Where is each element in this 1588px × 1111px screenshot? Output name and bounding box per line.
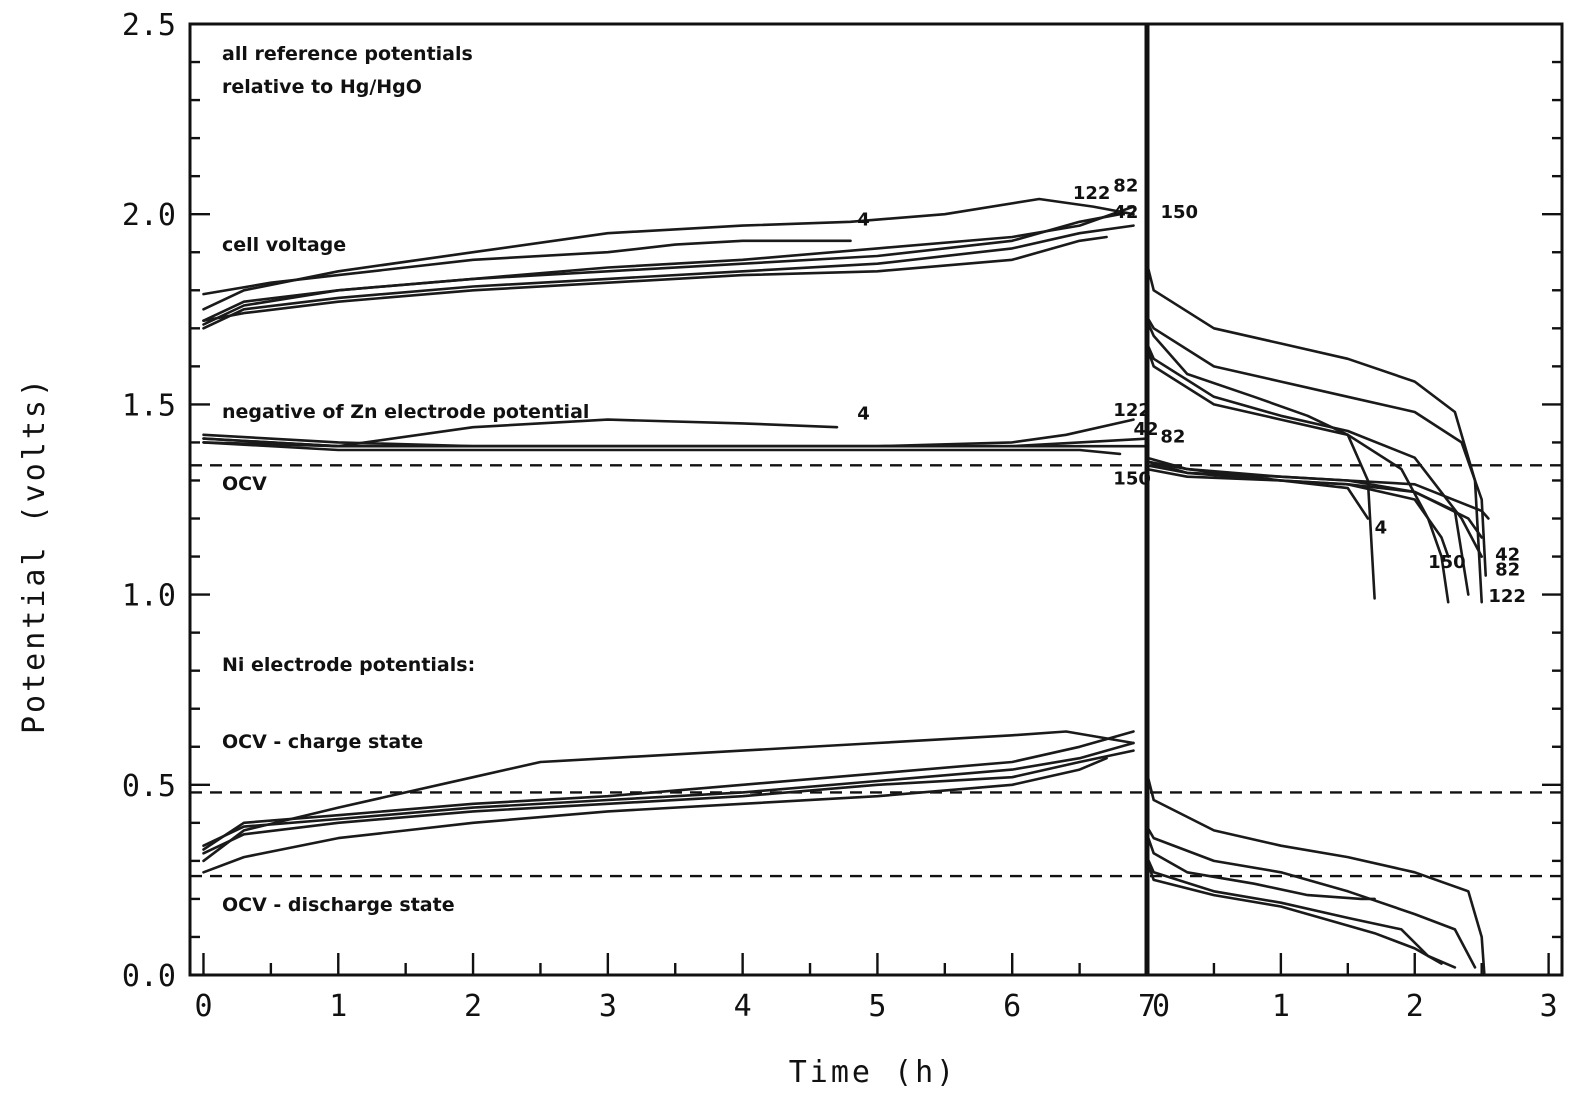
- series-line-zn-electrode-82: [1145, 460, 1490, 520]
- y-tick-label: 0.0: [122, 959, 176, 994]
- x-axis-title: Time (h): [789, 1055, 958, 1090]
- annotation-zn-electrode: negative of Zn electrode potential: [222, 401, 589, 423]
- series-line-ni-electrode-122: [202, 730, 1135, 851]
- series-line-zn-electrode-4: [202, 418, 839, 448]
- y-axis-title: Potential (volts): [17, 376, 52, 734]
- x-tick-label: 0: [1152, 989, 1170, 1024]
- x-tick-label: 2: [1406, 989, 1424, 1024]
- series-layer: 412282421504122428215041504282122: [202, 175, 1526, 977]
- series-line-ni-electrode-122: [1145, 772, 1486, 977]
- series-line-cell-voltage-82: [202, 205, 1135, 326]
- series-line-cell-voltage-42: [202, 224, 1135, 330]
- curve-label: 150: [1428, 552, 1466, 573]
- x-tick-label: 2: [464, 989, 482, 1024]
- series-line-ni-electrode-4: [1145, 832, 1376, 901]
- series-line-cell-voltage-4: [1145, 319, 1376, 600]
- annotation-reference-2: relative to Hg/HgO: [222, 76, 422, 98]
- curve-label: 42: [1495, 544, 1520, 565]
- series-line-ni-electrode-82: [1145, 825, 1477, 969]
- curve-label: 82: [1495, 560, 1520, 581]
- curve-label: 122: [1073, 183, 1111, 204]
- y-tick-label: 1.5: [122, 388, 176, 423]
- series-line-cell-voltage-4: [202, 197, 1135, 311]
- plot-frame: [188, 22, 1564, 977]
- annotation-ocv: OCV: [222, 473, 267, 495]
- x-tick-label: 4: [734, 989, 752, 1024]
- annotation-cell-voltage: cell voltage: [222, 234, 346, 256]
- curve-label: 82: [1113, 175, 1138, 196]
- series-line-cell-voltage-82: [1145, 315, 1487, 577]
- curve-label: 4: [857, 210, 870, 231]
- series-line-ni-electrode-42: [1145, 855, 1457, 969]
- y-tick-label: 2.5: [122, 8, 176, 43]
- curve-label: 150: [1160, 202, 1198, 223]
- curve-label: 4: [857, 404, 870, 425]
- series-line-cell-voltage-150: [202, 235, 1108, 323]
- y-tick-label: 1.0: [122, 579, 176, 614]
- x-tick-label: 0: [194, 989, 212, 1024]
- annotation-ni-electrode: Ni electrode potentials:: [222, 654, 475, 676]
- series-line-ni-electrode-42: [202, 749, 1135, 855]
- y-tick-label: 2.0: [122, 198, 176, 233]
- x-tick-label: 6: [1003, 989, 1021, 1024]
- series-line-ni-electrode-150: [1145, 859, 1443, 965]
- series-line-zn-electrode-82: [202, 433, 1149, 448]
- x-tick-label: 1: [329, 989, 347, 1024]
- x-tick-label: 7: [1138, 989, 1156, 1024]
- annotation-ocv-charge-state: OCV - charge state: [222, 731, 423, 753]
- axes-layer: 0.00.51.01.52.02.50 1 2 3 4 5 6 70 1 2 3: [122, 8, 1564, 1024]
- curve-label: 122: [1113, 400, 1151, 421]
- curve-label: 122: [1488, 586, 1526, 607]
- annotation-ocv-discharge-state: OCV - discharge state: [222, 894, 455, 916]
- x-tick-label: 1: [1272, 989, 1290, 1024]
- series-line-ni-electrode-4: [202, 730, 1135, 863]
- curve-label: 150: [1113, 468, 1151, 489]
- x-tick-label: 3: [1540, 989, 1558, 1024]
- y-tick-label: 0.5: [122, 769, 176, 804]
- series-line-ni-electrode-150: [202, 756, 1108, 874]
- series-line-cell-voltage-42: [1145, 342, 1483, 558]
- curve-label: 4: [1375, 518, 1388, 539]
- curve-label: 82: [1160, 426, 1185, 447]
- series-line-zn-electrode-150: [202, 441, 1122, 456]
- annotation-reference-1: all reference potentials: [222, 43, 473, 65]
- reference-lines-layer: [190, 464, 1562, 878]
- x-tick-label: 5: [868, 989, 886, 1024]
- series-line-zn-electrode-150: [1145, 467, 1450, 558]
- curve-label: 42: [1113, 202, 1138, 223]
- x-tick-label: 3: [599, 989, 617, 1024]
- series-line-cell-voltage-150: [1145, 345, 1450, 604]
- series-line-ni-electrode-82: [202, 741, 1135, 848]
